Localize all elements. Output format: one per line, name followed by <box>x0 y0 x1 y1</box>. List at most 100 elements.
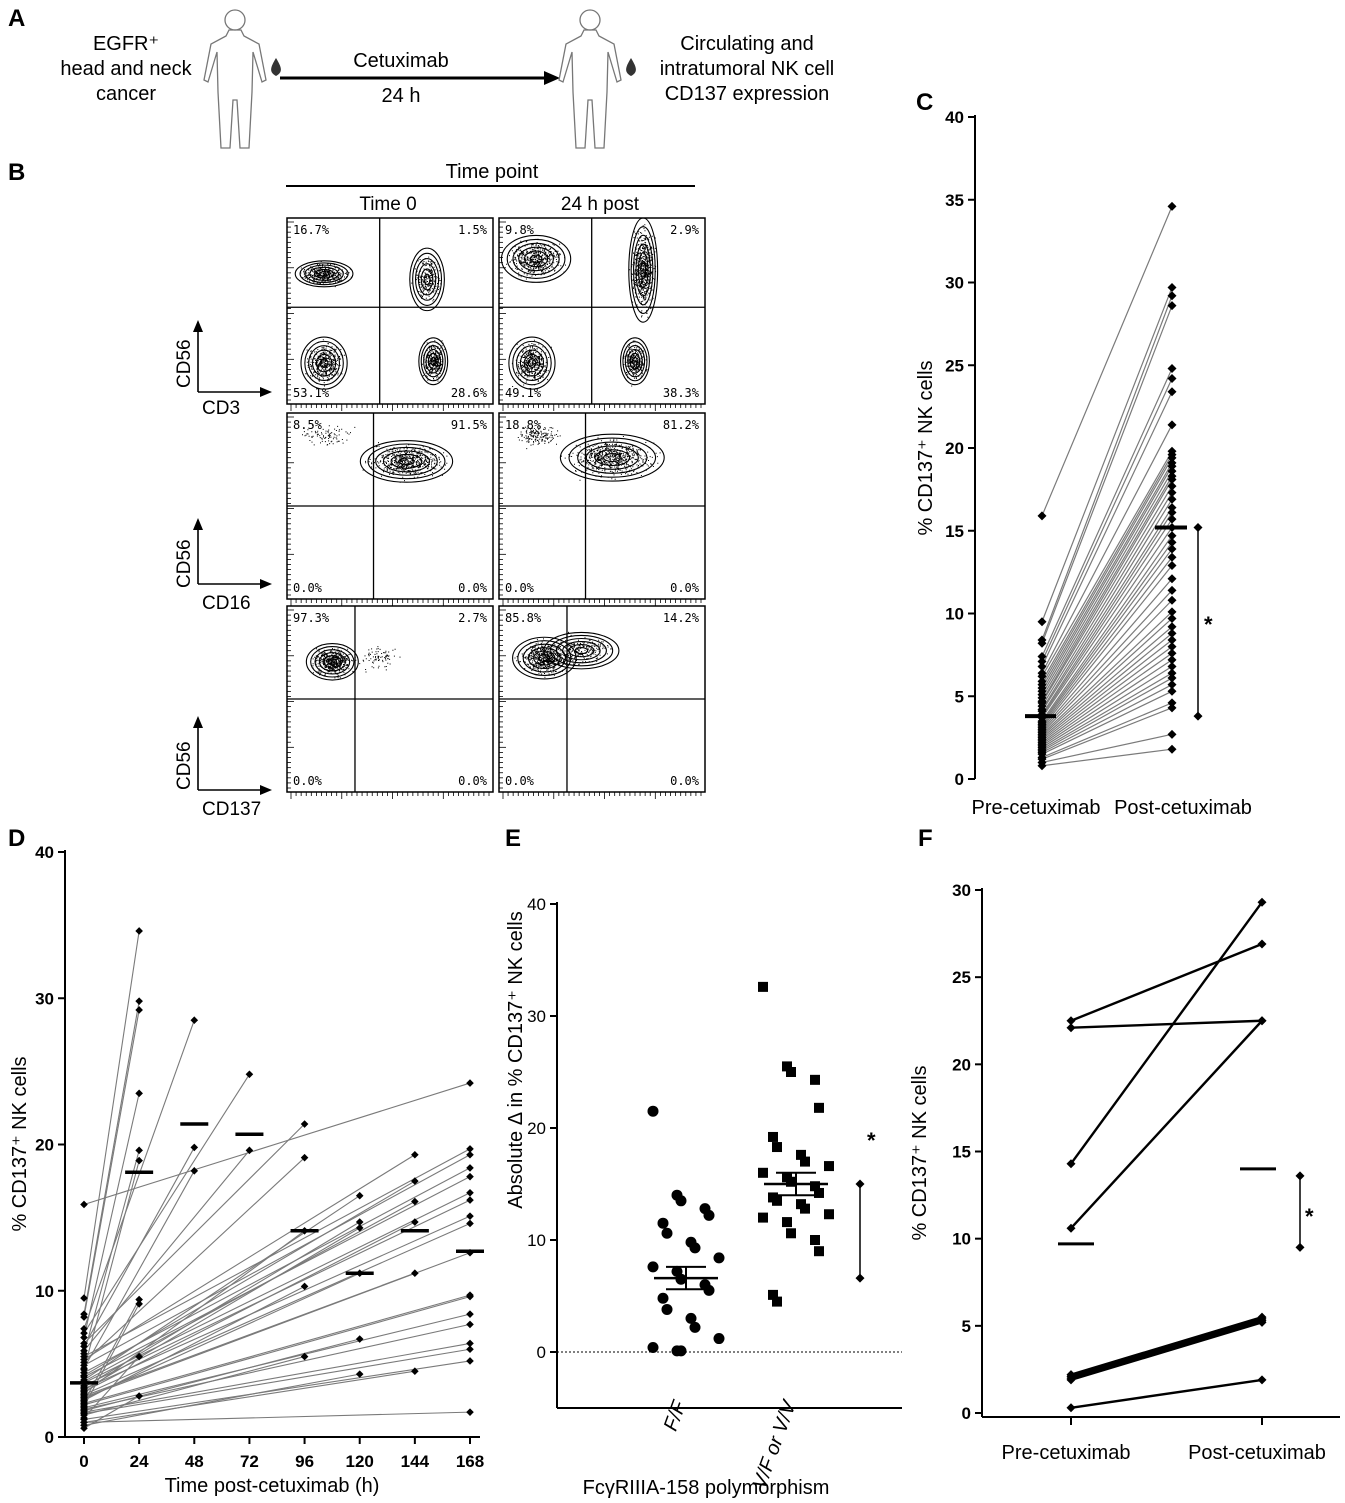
panel-c-y-tick-label: 30 <box>945 274 964 293</box>
flow-y-axis-label: CD56 <box>174 741 195 790</box>
patient-connector-line <box>1041 565 1173 729</box>
patient-connector-line <box>83 1001 140 1315</box>
panel-letter-d: D <box>8 825 25 852</box>
quadrant-percentage: 14.2% <box>663 611 700 625</box>
panel-d-y-tick-label: 30 <box>35 989 54 1008</box>
patient-connector-line <box>83 1348 471 1415</box>
significance-bracket-end <box>855 1273 865 1283</box>
flow-contour-line <box>313 268 335 279</box>
post-cetuximab-point <box>1167 488 1177 498</box>
followup-point <box>135 1392 143 1400</box>
patient-connector-line <box>1041 465 1173 692</box>
flow-contour-line <box>359 439 454 483</box>
flow-contour-line <box>512 242 560 276</box>
panel-letter-c: C <box>916 89 933 116</box>
patient-connector-line <box>1041 578 1173 730</box>
baseline-point <box>80 1294 88 1302</box>
patient-connector-line <box>1041 295 1173 641</box>
flow-contour-line <box>574 647 589 655</box>
flow-contour-line <box>523 250 549 268</box>
post-cetuximab-point <box>1257 939 1267 949</box>
ff-genotype-point <box>689 1321 701 1333</box>
quadrant-percentage: 38.3% <box>663 386 700 400</box>
flow-plot: 18.8% 81.2% 0.0% 0.0% <box>498 412 706 606</box>
panel-a-schematic: EGFR⁺ head and neck cancer Cetuximab 24 … <box>60 9 834 149</box>
significance-bracket-end <box>1193 522 1203 532</box>
patient-connector-line <box>1041 470 1173 695</box>
flow-contour-line <box>637 252 649 288</box>
flow-contour-line <box>585 445 639 470</box>
flow-contour-line <box>629 352 641 370</box>
panel-a-left-line-2: head and neck <box>60 58 192 80</box>
panel-b-header: Time point <box>446 161 539 183</box>
patient-connector-line <box>1041 512 1173 715</box>
ff-genotype-point <box>713 1252 725 1264</box>
vf-vv-genotype-point <box>772 1142 782 1153</box>
patient-connector-line <box>83 1192 471 1384</box>
flow-contour-line <box>414 257 440 301</box>
ff-genotype-point <box>675 1195 687 1207</box>
followup-point <box>466 1219 474 1228</box>
patient-connector-line <box>1041 665 1173 749</box>
patient-connector-line <box>1041 684 1173 754</box>
panel-d-x-tick-label: 96 <box>295 1452 314 1471</box>
panel-a-arrow-label-top: Cetuximab <box>353 50 449 72</box>
panel-d-x-tick-label: 144 <box>401 1452 430 1471</box>
post-cetuximab-point <box>1167 686 1177 696</box>
quadrant-percentage: 18.8% <box>505 418 542 432</box>
patient-connector-line <box>1041 672 1173 750</box>
panel-c-chart: % CD137⁺ NK cells Pre-cetuximab Post-cet… <box>915 108 1252 819</box>
ff-genotype-point <box>703 1284 715 1296</box>
patient-connector-line <box>1041 677 1173 752</box>
flow-contour-line <box>425 348 442 374</box>
flow-contour-line <box>299 262 349 286</box>
post-cetuximab-point <box>1257 1317 1267 1327</box>
patient-connector-line <box>1070 901 1263 1165</box>
panel-d-chart: % CD137⁺ NK cells Time post-cetuximab (h… <box>9 843 484 1497</box>
patient-connector-line <box>1041 391 1173 667</box>
patient-connector-line <box>83 1082 471 1205</box>
quadrant-percentage: 0.0% <box>293 774 323 788</box>
post-cetuximab-point <box>1167 703 1177 713</box>
quadrant-percentage: 97.3% <box>293 611 330 625</box>
panel-letter-b: B <box>8 159 25 186</box>
pre-cetuximab-point <box>1037 617 1047 627</box>
baseline-point <box>80 1313 88 1321</box>
post-cetuximab-point <box>1167 585 1177 595</box>
flow-contour-line <box>577 441 648 474</box>
flow-contour-line <box>624 345 646 378</box>
patient-connector-line <box>83 1303 140 1407</box>
post-cetuximab-point <box>1167 466 1177 476</box>
panel-e-x-axis-title: FcγRIIIA-158 polymorphism <box>583 1477 830 1499</box>
vf-vv-genotype-point <box>782 1061 792 1072</box>
panel-letter-f: F <box>918 825 933 852</box>
post-cetuximab-point <box>1167 673 1177 683</box>
post-cetuximab-point <box>1167 698 1177 708</box>
vf-vv-genotype-point <box>758 981 768 992</box>
flow-contour-line <box>390 453 423 469</box>
post-cetuximab-point <box>1257 1016 1267 1026</box>
post-cetuximab-point <box>1167 201 1177 211</box>
blood-drop-icon <box>626 58 636 76</box>
vf-vv-genotype-point <box>758 1167 768 1178</box>
post-cetuximab-point <box>1167 642 1177 652</box>
panel-d-x-tick-label: 24 <box>130 1452 149 1471</box>
flow-plot: 9.8% 2.9% 49.1% 38.3% <box>498 217 706 411</box>
panel-c-y-tick-label: 5 <box>955 687 964 706</box>
followup-point <box>300 1352 309 1361</box>
flow-plot: 85.8% 14.2% 0.0% 0.0% <box>498 605 706 799</box>
flow-x-axis-label: CD16 <box>202 593 251 614</box>
patient-connector-line <box>1041 541 1173 724</box>
flow-axis-indicator: CD56 CD137 <box>174 716 272 820</box>
patient-connector-line <box>83 1338 360 1412</box>
flow-plot: 8.5% 91.5% 0.0% 0.0% <box>286 412 494 606</box>
flow-axis-indicator: CD56 CD3 <box>174 320 272 419</box>
followup-point <box>466 1164 474 1172</box>
followup-point <box>135 1006 143 1014</box>
followup-point <box>135 927 143 935</box>
panel-c-x-tick-label: Post-cetuximab <box>1114 797 1252 819</box>
panel-letter-a: A <box>8 5 25 32</box>
panel-f-x-tick-label: Post-cetuximab <box>1188 1442 1326 1464</box>
panel-b-column-24h: 24 h post <box>561 194 640 215</box>
followup-point <box>466 1357 474 1365</box>
